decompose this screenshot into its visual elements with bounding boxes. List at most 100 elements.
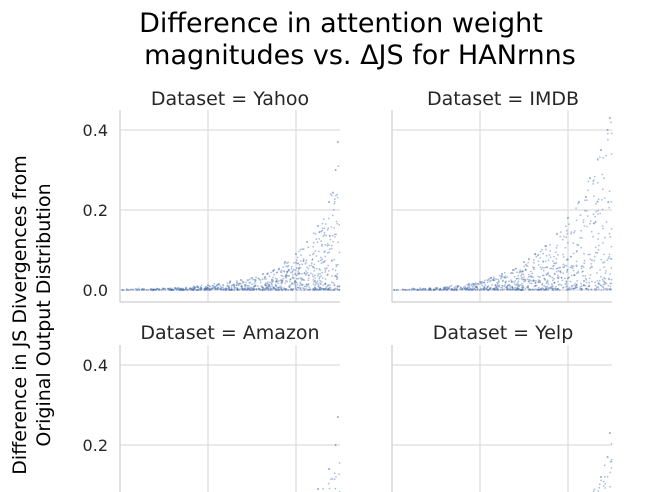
scatter-point — [306, 271, 309, 274]
scatter-point — [280, 281, 283, 284]
scatter-point — [333, 200, 336, 203]
scatter-point — [573, 284, 575, 286]
scatter-point — [509, 287, 511, 289]
scatter-point — [523, 280, 525, 283]
scatter-point — [496, 288, 499, 291]
scatter-point — [332, 282, 335, 284]
scatter-point — [302, 284, 304, 286]
scatter-point — [322, 260, 325, 263]
scatter-point — [518, 288, 521, 291]
scatter-point — [417, 288, 420, 291]
scatter-point — [489, 286, 492, 289]
scatter-point — [593, 222, 596, 225]
scatter-point — [507, 288, 509, 291]
scatter-point — [209, 285, 211, 288]
scatter-point — [180, 288, 183, 290]
scatter-point — [252, 285, 255, 288]
scatter-point — [545, 289, 547, 291]
scatter-point — [334, 169, 337, 171]
scatter-point — [324, 282, 327, 285]
scatter-point — [474, 285, 476, 288]
scatter-point — [285, 274, 287, 277]
scatter-point — [230, 288, 233, 291]
scatter-point — [170, 288, 173, 291]
scatter-point — [298, 287, 300, 289]
scatter-point — [327, 227, 330, 230]
scatter-point — [595, 289, 598, 291]
scatter-point — [527, 286, 529, 289]
scatter-point — [600, 289, 603, 291]
scatter-point — [597, 238, 599, 241]
scatter-point — [473, 283, 476, 286]
scatter-point — [278, 286, 281, 289]
scatter-point — [293, 262, 295, 264]
scatter-point — [274, 288, 277, 290]
scatter-point — [571, 264, 573, 267]
scatter-point — [212, 284, 215, 287]
scatter-point — [246, 287, 249, 289]
scatter-point — [524, 268, 527, 271]
scatter-point — [494, 287, 497, 290]
scatter-point — [397, 289, 399, 291]
scatter-point — [545, 273, 548, 276]
scatter-point — [609, 257, 612, 260]
scatter-point — [610, 442, 613, 445]
y-axis-label: Difference in JS Divergences from Origin… — [9, 155, 55, 474]
scatter-point — [308, 286, 311, 289]
scatter-point — [224, 289, 227, 291]
scatter-point — [334, 287, 337, 290]
scatter-point — [500, 276, 503, 279]
scatter-point — [572, 269, 575, 272]
scatter-point — [277, 289, 280, 291]
scatter-point — [419, 287, 422, 289]
scatter-point — [476, 289, 478, 291]
scatter-point — [312, 288, 315, 291]
scatter-point — [286, 280, 289, 283]
scatter-point — [267, 289, 270, 291]
scatter-point — [421, 289, 423, 291]
scatter-point — [524, 263, 527, 266]
scatter-point — [566, 241, 569, 244]
scatter-point — [562, 286, 565, 289]
scatter-point — [557, 276, 560, 279]
scatter-point — [587, 189, 589, 192]
scatter-point — [501, 287, 504, 289]
scatter-point — [313, 286, 316, 289]
scatter-point — [416, 289, 419, 291]
scatter-point — [292, 288, 295, 290]
scatter-point — [568, 288, 571, 291]
scatter-point — [513, 288, 515, 291]
scatter-point — [327, 284, 330, 286]
scatter-point — [468, 285, 471, 287]
scatter-point — [264, 289, 267, 291]
scatter-point — [520, 289, 523, 291]
scatter-point — [272, 280, 275, 282]
scatter-point — [338, 288, 341, 291]
scatter-point — [597, 213, 599, 215]
scatter-point — [303, 272, 306, 274]
scatter-point — [261, 278, 264, 281]
scatter-point — [274, 277, 277, 280]
scatter-point — [566, 285, 568, 287]
scatter-point — [335, 276, 338, 278]
scatter-point — [277, 282, 279, 285]
scatter-point — [272, 287, 275, 289]
scatter-point — [507, 288, 510, 291]
scatter-point — [471, 288, 474, 291]
scatter-point — [545, 248, 547, 251]
scatter-point — [509, 289, 511, 291]
scatter-point — [544, 266, 547, 269]
scatter-point — [130, 288, 132, 291]
scatter-point — [251, 277, 253, 279]
scatter-point — [537, 264, 540, 266]
scatter-point — [600, 479, 602, 482]
scatter-point — [570, 232, 572, 235]
scatter-point — [456, 287, 458, 289]
scatter-point — [138, 289, 141, 291]
scatter-point — [543, 277, 545, 280]
scatter-point — [281, 275, 284, 277]
scatter-point — [443, 288, 445, 291]
scatter-point — [562, 263, 565, 266]
scatter-point — [459, 288, 461, 290]
scatter-point — [215, 284, 218, 286]
